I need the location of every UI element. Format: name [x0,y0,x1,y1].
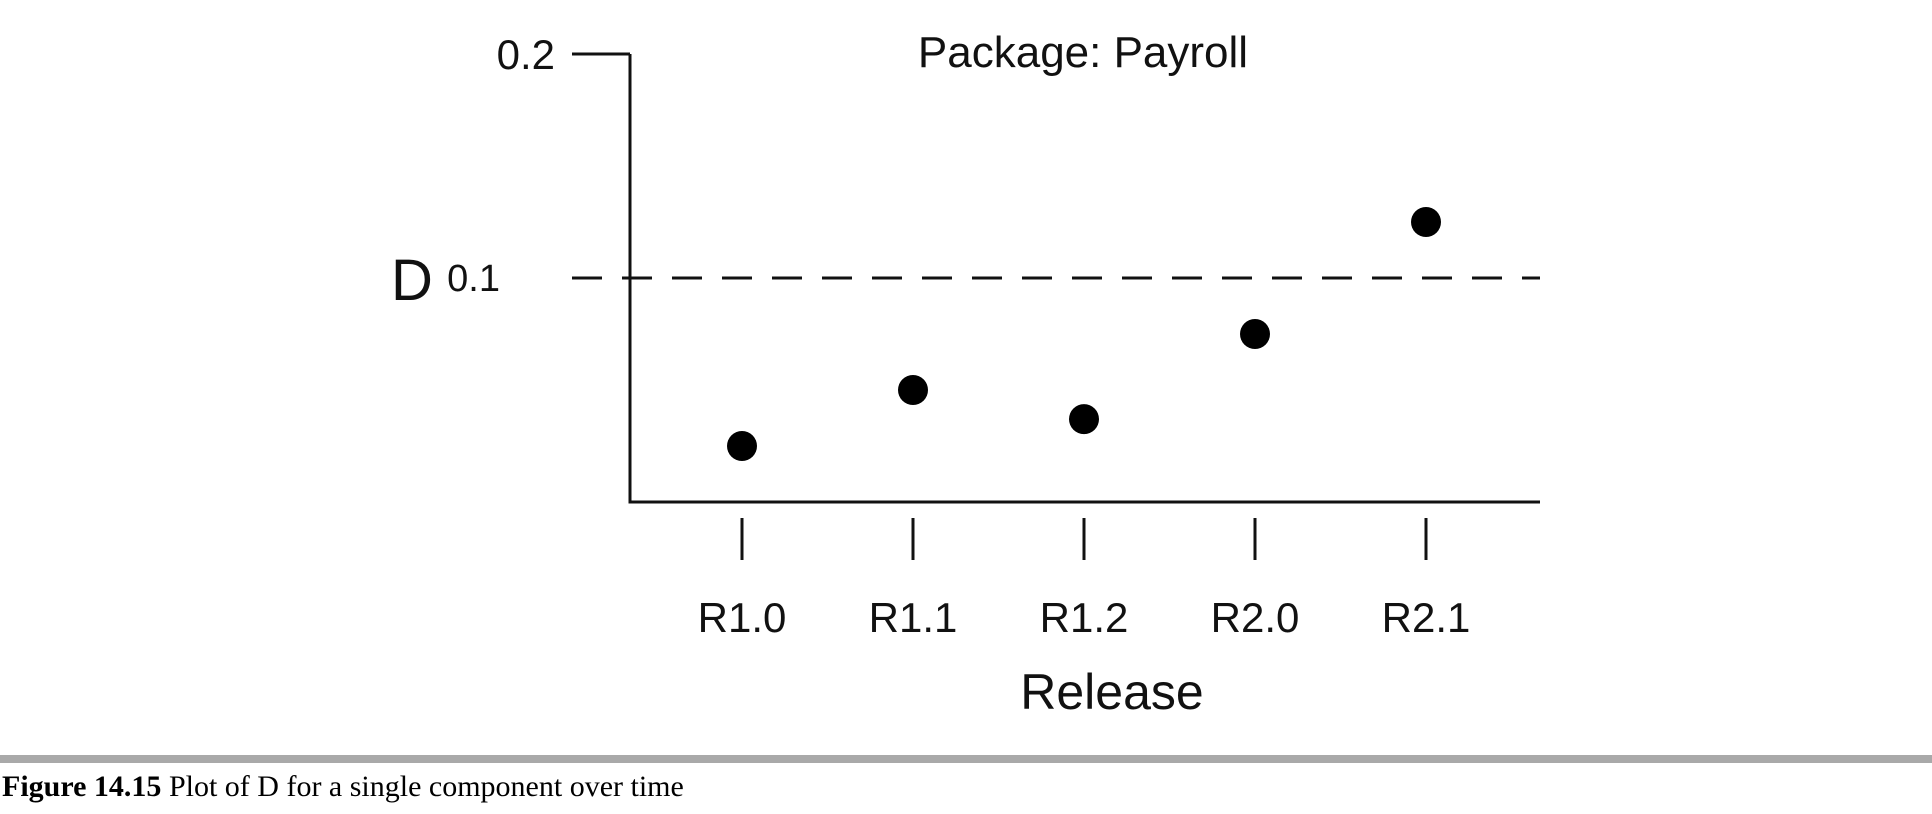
chart-title: Package: Payroll [918,28,1248,77]
x-tick-label: R1.1 [869,594,958,641]
y-tick-label: 0.2 [497,31,555,78]
x-tick-label: R2.1 [1382,594,1471,641]
data-point [1240,319,1270,349]
data-point [1411,207,1441,237]
x-tick-label: R1.2 [1040,594,1129,641]
y-ticks: 0.1 0.2 [447,31,630,300]
y-axis-label: D [391,248,433,313]
x-tick-label: R2.0 [1211,594,1300,641]
caption-text: Plot of D for a single component over ti… [168,770,684,803]
x-axis-label: Release [1020,664,1203,720]
data-point [1069,404,1099,435]
data-point [727,431,757,461]
figure-caption: Figure 14.15 Plot of D for a single comp… [2,770,684,804]
data-points [727,207,1441,461]
caption-divider [0,755,1932,763]
scatter-chart: Package: Payroll D Release 0.10.2 R1.0 R1… [391,28,1540,720]
y-tick-label: 0.1 [447,258,500,300]
x-tick-label: R1.0 [698,594,787,641]
figure-number: Figure 14.15 [2,770,162,803]
data-point [898,375,928,405]
x-ticks: R1.0 R1.1 R1.2 R2.0 R2.1 [698,518,1471,641]
